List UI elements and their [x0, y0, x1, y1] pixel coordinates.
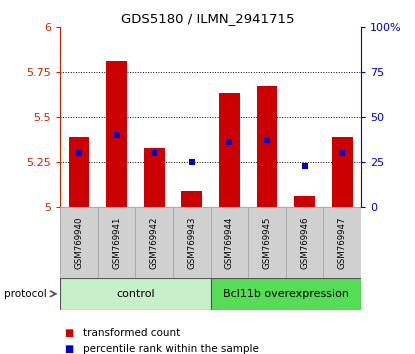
- Point: [301, 163, 308, 169]
- Text: ■: ■: [64, 344, 73, 354]
- Text: ■: ■: [64, 328, 73, 338]
- Bar: [106, 61, 127, 207]
- Bar: [181, 191, 202, 207]
- Bar: [60, 207, 98, 278]
- Text: GSM769940: GSM769940: [74, 216, 83, 269]
- Text: transformed count: transformed count: [83, 328, 180, 338]
- Bar: [144, 148, 164, 207]
- Bar: [286, 207, 323, 278]
- Text: GSM769941: GSM769941: [112, 216, 121, 269]
- Bar: [257, 86, 277, 207]
- Text: GSM769947: GSM769947: [338, 216, 347, 269]
- Bar: [323, 207, 361, 278]
- Bar: [211, 207, 248, 278]
- Point: [226, 139, 233, 145]
- Bar: [68, 137, 89, 207]
- Point: [151, 150, 158, 156]
- Text: GSM769946: GSM769946: [300, 216, 309, 269]
- Text: GSM769943: GSM769943: [187, 216, 196, 269]
- Bar: [173, 207, 210, 278]
- Text: GDS5180 / ILMN_2941715: GDS5180 / ILMN_2941715: [121, 12, 294, 25]
- Point: [339, 150, 346, 156]
- Text: GSM769944: GSM769944: [225, 216, 234, 269]
- Text: Bcl11b overexpression: Bcl11b overexpression: [223, 289, 349, 299]
- Text: percentile rank within the sample: percentile rank within the sample: [83, 344, 259, 354]
- Bar: [248, 207, 286, 278]
- Point: [264, 137, 270, 143]
- Bar: [211, 278, 361, 310]
- Bar: [135, 207, 173, 278]
- Text: control: control: [116, 289, 155, 299]
- Point: [76, 150, 82, 156]
- Text: GSM769945: GSM769945: [263, 216, 271, 269]
- Bar: [60, 278, 211, 310]
- Text: GSM769942: GSM769942: [150, 216, 159, 269]
- Bar: [332, 137, 353, 207]
- Text: protocol: protocol: [4, 289, 47, 299]
- Point: [113, 132, 120, 138]
- Point: [188, 159, 195, 165]
- Bar: [219, 93, 240, 207]
- Bar: [98, 207, 135, 278]
- Bar: [294, 196, 315, 207]
